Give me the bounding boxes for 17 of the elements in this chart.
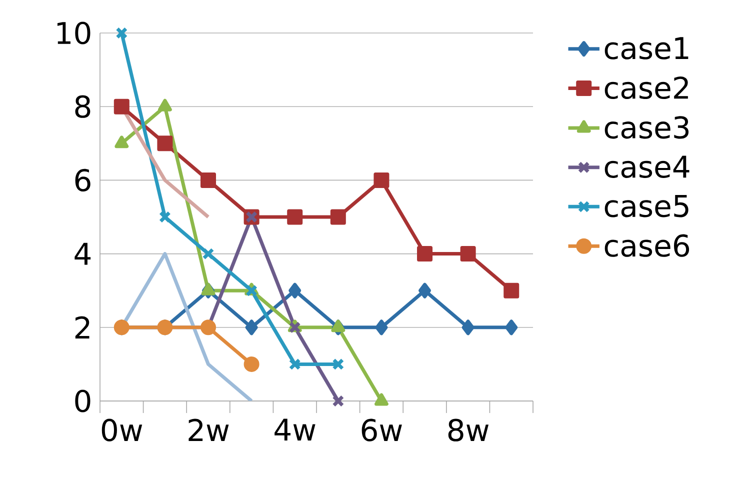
legend-label: case4 <box>604 156 690 178</box>
y-tick-label: 10 <box>57 22 90 44</box>
x-tick-label: 4w <box>274 418 316 441</box>
y-tick-label: 8 <box>75 95 90 118</box>
legend-label: case2 <box>604 76 688 100</box>
x-tick-label: 8w <box>448 418 489 442</box>
x-tick-label: 6w <box>362 418 402 442</box>
x-tick-label: 0w <box>102 418 142 442</box>
legend-label: case3 <box>604 116 689 139</box>
x-tick-label: 2w <box>188 418 229 441</box>
legend-label: case1 <box>604 37 688 60</box>
y-tick-label: 2 <box>75 316 90 338</box>
legend-label: case6 <box>604 234 690 257</box>
y-tick-label: 6 <box>75 168 90 192</box>
y-tick-label: 0 <box>75 390 90 412</box>
y-tick-label: 4 <box>74 242 91 265</box>
legend-label: case5 <box>604 195 688 218</box>
